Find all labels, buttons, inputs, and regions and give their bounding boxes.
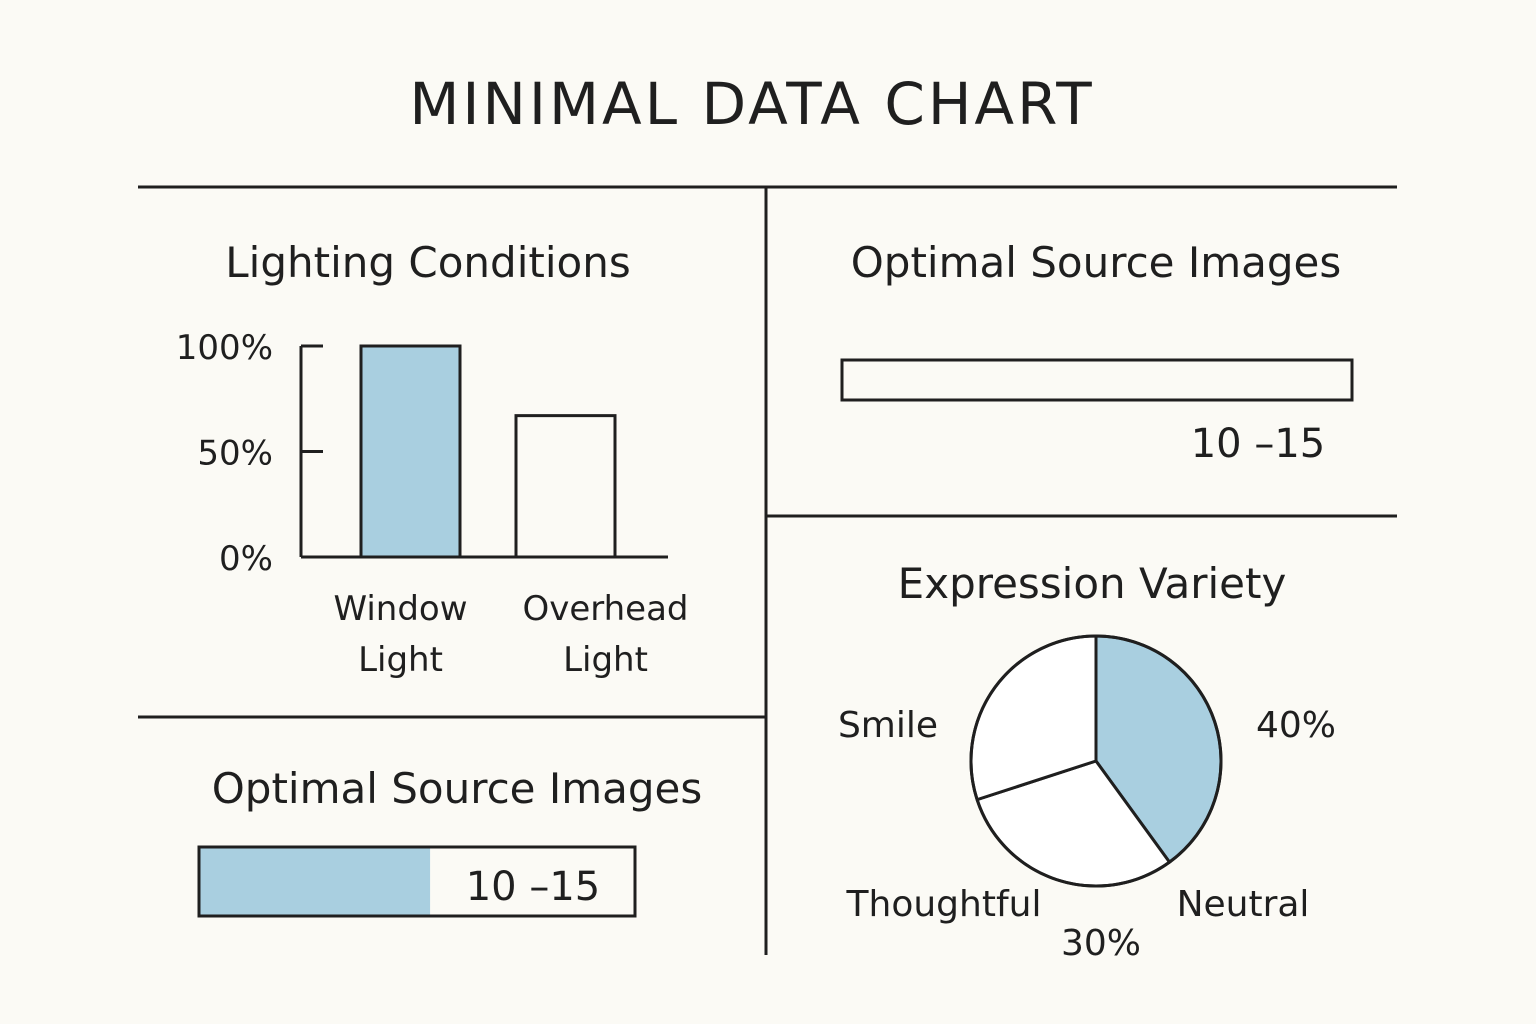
source-images-label-right: 10 –15 — [1191, 421, 1326, 467]
pie-label-thoughtful: Thoughtful — [846, 884, 1042, 925]
pie-label-smile: Smile — [838, 705, 938, 746]
y-tick-label: 100% — [176, 328, 273, 368]
y-tick-label: 0% — [219, 539, 273, 579]
pie-value-thoughtful: 30% — [1061, 923, 1141, 964]
bar-category-label: Overhead Light — [522, 589, 688, 680]
source-images-panel-left: Optimal Source Images 10 –15 — [197, 764, 703, 918]
source-images-bar-frame-left — [197, 845, 637, 918]
expression-chart-title: Expression Variety — [898, 559, 1287, 608]
bar-marks — [359, 344, 617, 559]
bar-category-labels: Window Light Overhead Light — [333, 589, 688, 680]
source-images-bar-fill-left — [199, 847, 431, 916]
bar-category-label: Window Light — [333, 589, 467, 680]
bar-1 — [514, 414, 617, 559]
lighting-conditions-panel: Lighting Conditions 0% 50% 100% Window Ligh… — [176, 238, 689, 680]
expression-variety-panel: Expression Variety Smile 40% Neutral Tho… — [838, 559, 1336, 964]
source-images-label-left: 10 –15 — [466, 864, 601, 910]
page-title: MINIMAL DATA CHART — [409, 70, 1094, 138]
bar-0 — [359, 344, 462, 559]
y-tick-label: 50% — [197, 434, 273, 474]
pie-value-smile: 40% — [1256, 705, 1336, 746]
bar-ticks: 0% 50% 100% — [176, 328, 323, 579]
source-images-panel-right: Optimal Source Images 10 –15 — [840, 238, 1354, 467]
pie-outline — [969, 634, 1223, 888]
bar-axes — [299, 346, 668, 559]
source-images-title-right: Optimal Source Images — [851, 238, 1342, 287]
source-images-bar-frame-right — [840, 358, 1354, 402]
panel-dividers — [138, 185, 1397, 955]
lighting-chart-title: Lighting Conditions — [225, 238, 630, 287]
pie-label-neutral: Neutral — [1177, 884, 1310, 925]
source-images-title-left: Optimal Source Images — [212, 764, 703, 813]
